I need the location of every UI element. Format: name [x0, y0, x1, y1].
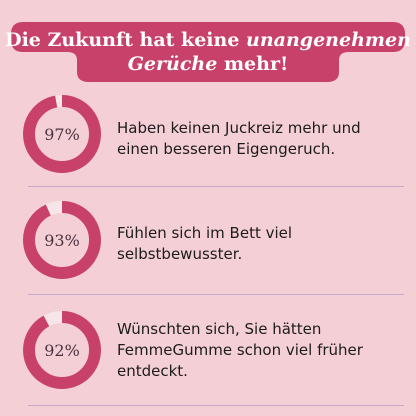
headline-line-2: Gerüche mehr!	[128, 52, 289, 76]
headline-italic-1: unangenehmen	[246, 29, 411, 51]
stat-row-3: 92% Wünschten sich, Sie hätten FemmeGumm…	[0, 300, 416, 404]
banner-shape	[11, 22, 405, 82]
stat-row-1: 97% Haben keinen Juckreiz mehr und einen…	[0, 90, 416, 194]
headline-text-2: mehr!	[223, 53, 289, 75]
ring-fill-1	[23, 95, 101, 173]
headline-italic-2: Gerüche	[127, 53, 218, 75]
progress-ring-1: 97%	[22, 94, 102, 174]
stat-text-3: Wünschten sich, Sie hätten FemmeGumme sc…	[117, 320, 363, 380]
percent-label-3: 92%	[44, 340, 80, 360]
percent-label-1: 97%	[44, 124, 80, 144]
headline: Die Zukunft hat keine unangenehmen Gerüc…	[5, 20, 411, 84]
headline-banner: Die Zukunft hat keine unangenehmen Gerüc…	[5, 20, 411, 84]
headline-text-1: Die Zukunft hat keine	[5, 29, 240, 51]
headline-line-1: Die Zukunft hat keine unangenehmen	[5, 28, 411, 52]
ring-fill-2	[23, 201, 101, 279]
progress-ring-3: 92%	[22, 310, 102, 390]
stat-text-1: Haben keinen Juckreiz mehr und einen bes…	[117, 119, 361, 158]
divider-2	[28, 294, 404, 295]
percent-label-2: 93%	[44, 230, 80, 250]
progress-ring-2: 93%	[22, 200, 102, 280]
divider-1	[28, 186, 404, 187]
divider-3	[28, 405, 404, 406]
ring-fill-3	[23, 311, 101, 389]
stat-row-2: 93% Fühlen sich im Bett viel selbstbewus…	[0, 192, 416, 296]
stat-text-2: Fühlen sich im Bett viel selbstbewusster…	[117, 224, 293, 263]
